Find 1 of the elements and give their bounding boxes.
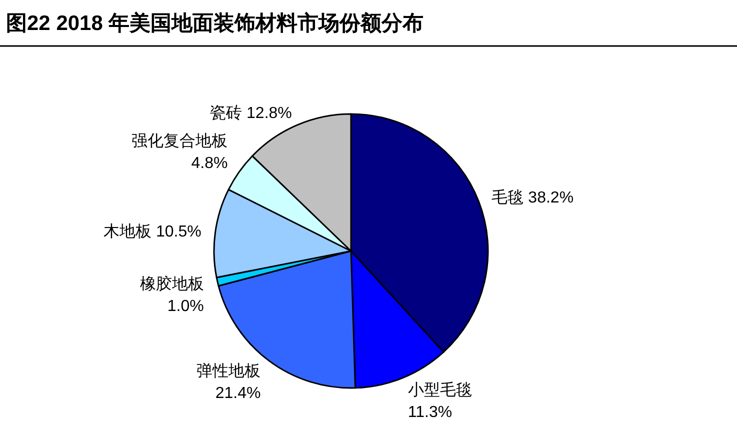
title: 图22 2018 年美国地面装饰材料市场份额分布 — [6, 12, 424, 35]
